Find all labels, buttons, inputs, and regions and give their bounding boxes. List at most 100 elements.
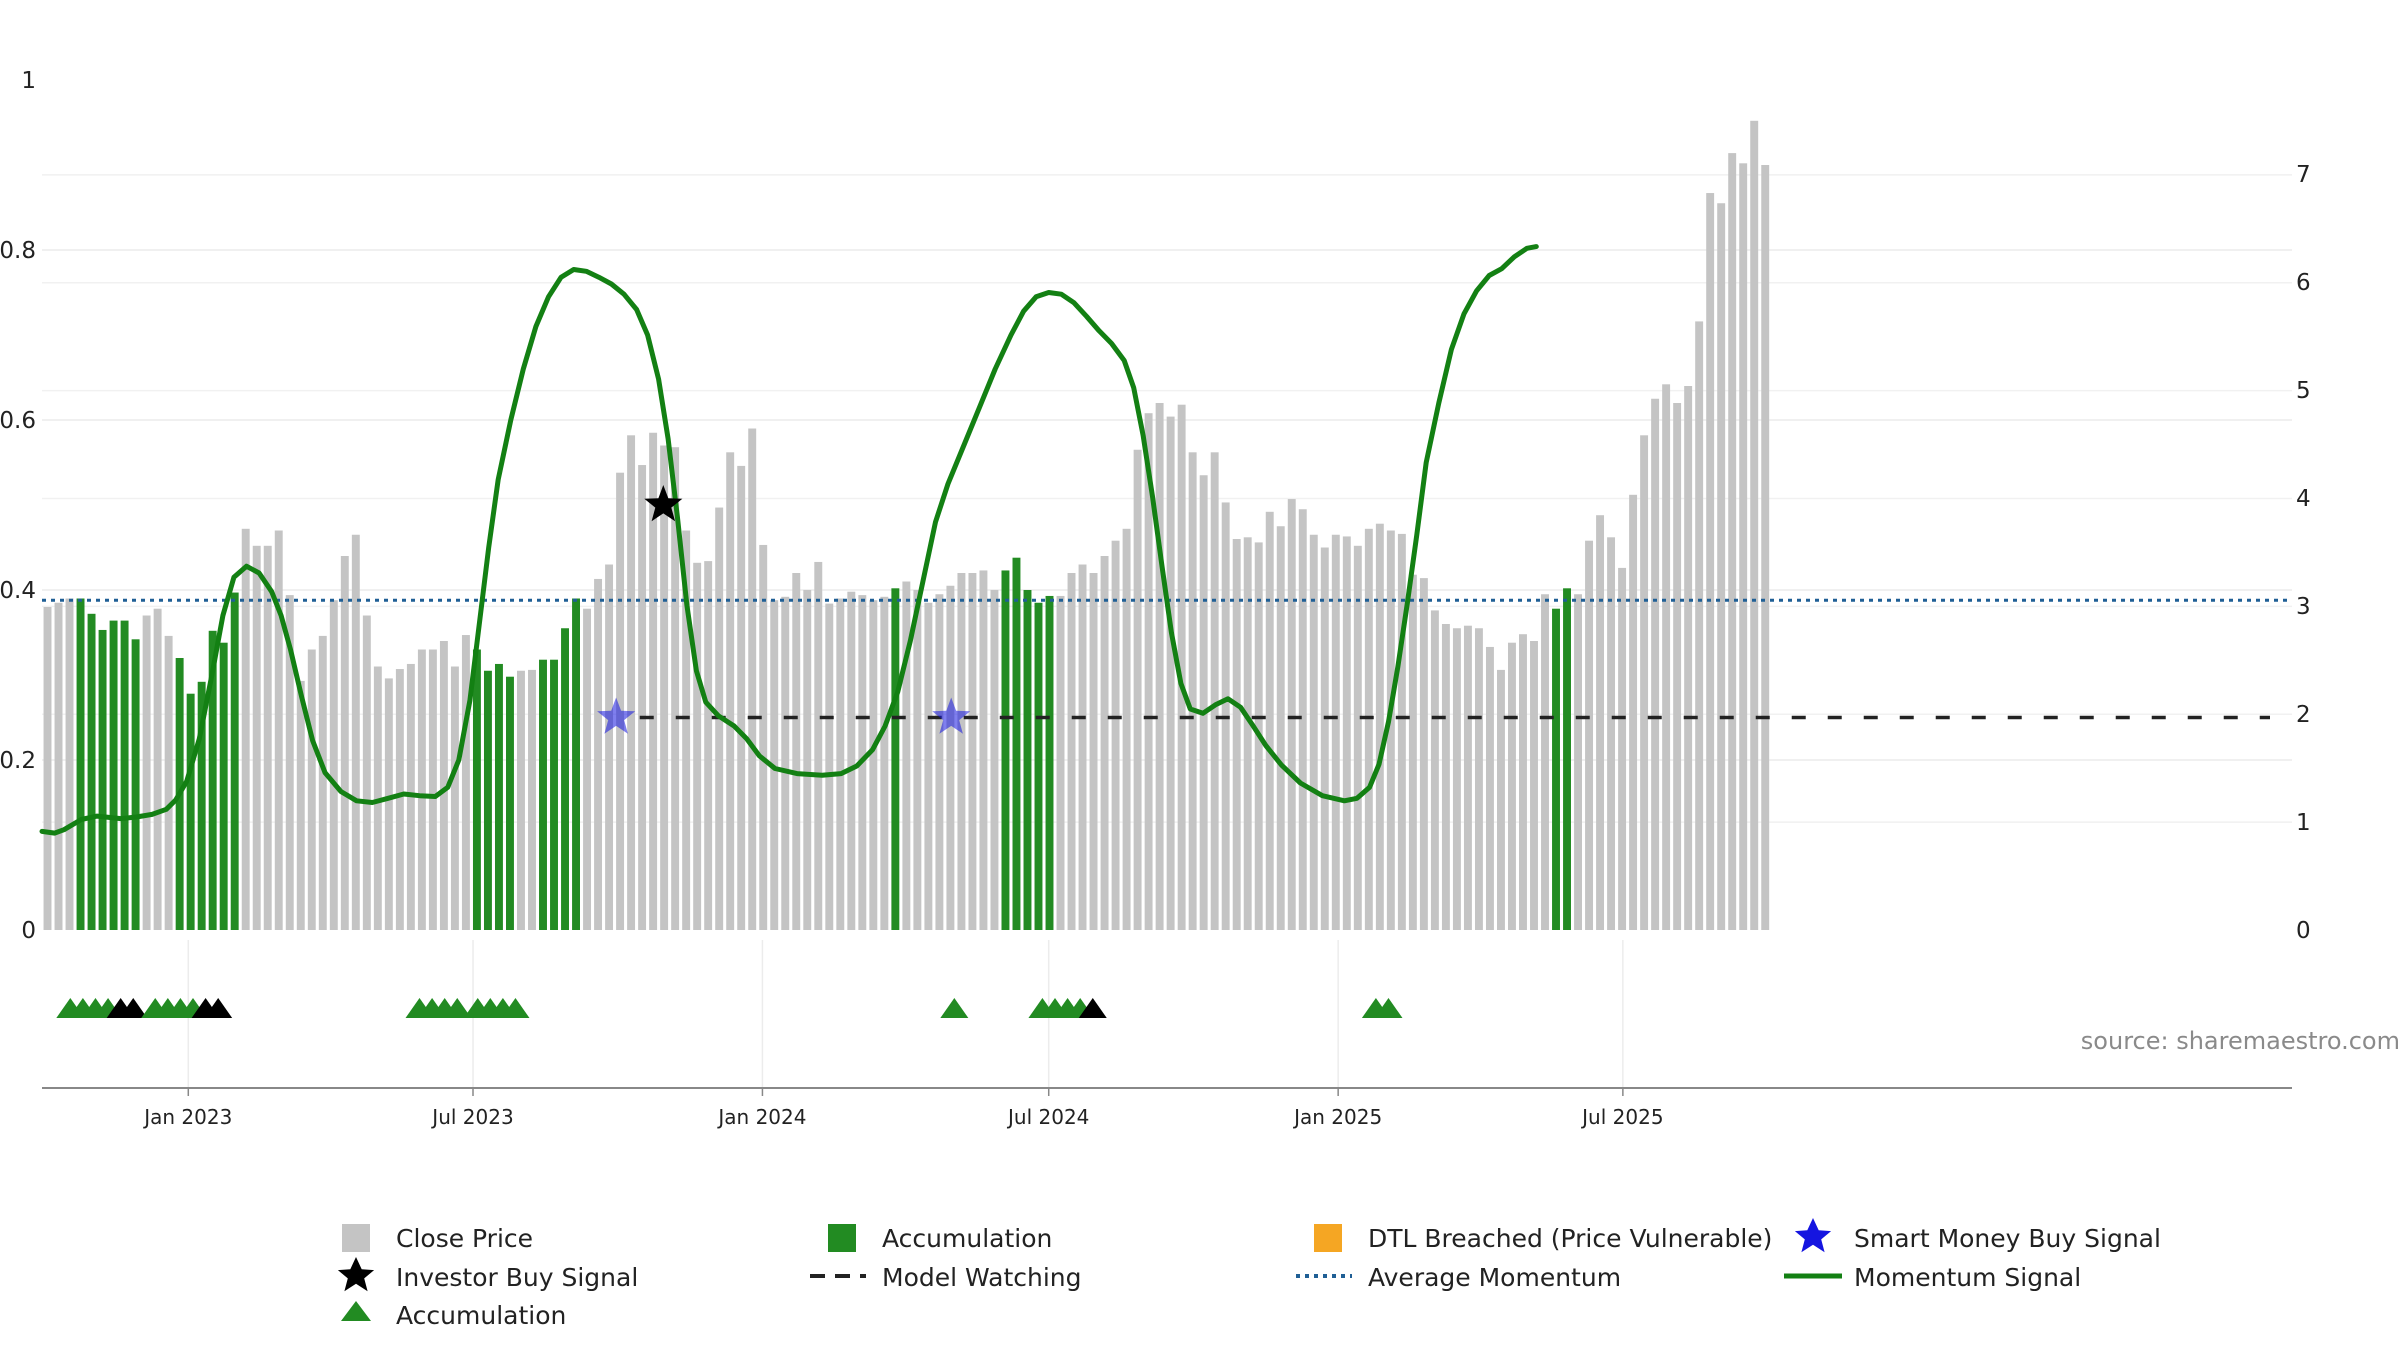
close-price-bar — [869, 600, 878, 930]
close-price-bar — [263, 545, 272, 930]
close-price-bar — [1210, 452, 1219, 930]
close-price-bar — [1530, 641, 1538, 930]
legend-star-investor — [337, 1257, 375, 1292]
close-price-bar — [1177, 404, 1186, 930]
close-price-bar — [1353, 545, 1362, 930]
close-price-bar — [946, 585, 955, 930]
close-price-bar — [1728, 153, 1737, 931]
close-price-bar — [1651, 398, 1660, 930]
close-price-bar — [1100, 556, 1109, 930]
accumulation-bar — [87, 613, 96, 930]
close-price-bar — [1298, 509, 1307, 930]
accumulation-bar — [186, 693, 195, 930]
accumulation-bar — [76, 598, 85, 930]
legend-swatch-close-price — [342, 1224, 370, 1252]
close-price-bar — [54, 602, 63, 930]
accumulation-bar — [483, 670, 492, 930]
close-price-bar — [329, 600, 338, 930]
close-price-bar — [517, 670, 525, 930]
left-tick-label: 0 — [21, 918, 36, 944]
close-price-bar — [1485, 646, 1494, 930]
close-price-bar — [1706, 193, 1715, 931]
smart-money-buy-star — [597, 697, 636, 734]
left-tick-label: 0.2 — [0, 748, 36, 774]
close-price-bar — [1364, 528, 1373, 930]
accumulation-bar — [1023, 590, 1032, 930]
legend-label: DTL Breached (Price Vulnerable) — [1368, 1224, 1772, 1253]
momentum-signal-line — [39, 244, 1539, 836]
close-price-bar — [1287, 499, 1296, 930]
accumulation-bar — [208, 630, 217, 930]
close-price-bar — [1463, 625, 1472, 930]
close-price-bar — [990, 590, 999, 930]
accumulation-bar — [1012, 557, 1021, 930]
close-price-bar — [241, 528, 250, 930]
close-price-bar — [1199, 475, 1208, 930]
close-price-bar — [1519, 634, 1527, 930]
accumulation-bar — [230, 592, 239, 930]
lines — [39, 244, 2292, 836]
close-price-bar — [439, 641, 448, 930]
smart-money-buy-star — [932, 697, 971, 734]
close-price-bar — [660, 445, 669, 930]
close-price-bar — [1342, 536, 1351, 930]
close-price-bar — [1243, 537, 1252, 930]
close-price-bar — [362, 615, 371, 930]
close-price-bar — [968, 573, 977, 930]
close-price-bar — [1067, 573, 1076, 930]
close-price-bar — [814, 561, 823, 930]
left-axis: 0 0.2 0.4 0.6 0.8 1 — [0, 68, 36, 944]
legend-label: Model Watching — [882, 1263, 1082, 1292]
close-price-bar — [1607, 537, 1616, 930]
close-price-bar — [682, 530, 691, 930]
close-price-bar — [880, 596, 889, 930]
close-price-bar — [1618, 567, 1627, 930]
legend-triangle-accumulation — [341, 1301, 371, 1321]
close-price-bar — [1166, 416, 1175, 931]
right-tick-label: 1 — [2296, 810, 2311, 836]
legend-label: Accumulation — [882, 1224, 1052, 1253]
close-price-bar — [450, 666, 459, 930]
close-price-bar — [1331, 534, 1340, 930]
accumulation-bar — [1001, 570, 1010, 930]
accumulation-bar — [131, 639, 140, 930]
close-price-bar — [726, 452, 735, 930]
accumulation-bar — [1034, 602, 1043, 930]
close-price-bars — [43, 120, 1770, 931]
close-price-bar — [1574, 594, 1582, 930]
close-price-bar — [935, 594, 944, 930]
close-price-bar — [318, 635, 327, 930]
close-price-bar — [913, 590, 922, 930]
close-price-bar — [1188, 452, 1197, 930]
close-price-bar — [1684, 386, 1693, 930]
close-price-bar — [1673, 403, 1682, 930]
accumulation-bar — [197, 681, 206, 930]
close-price-bar — [1265, 511, 1274, 930]
accumulation-marker — [443, 998, 472, 1018]
close-price-bar — [957, 573, 966, 930]
close-price-bar — [307, 649, 316, 930]
close-price-bar — [1695, 321, 1704, 930]
close-price-bar — [153, 608, 162, 930]
close-price-bar — [1144, 413, 1153, 930]
close-price-bar — [1320, 547, 1329, 930]
accumulation-bar — [219, 642, 228, 930]
legend-label: Close Price — [396, 1224, 533, 1253]
right-axis: 0 1 2 3 4 5 6 7 — [2296, 162, 2311, 944]
close-price-bar — [759, 544, 768, 930]
close-price-bar — [340, 556, 349, 930]
close-price-bar — [252, 545, 261, 930]
left-tick-label: 0.6 — [0, 408, 36, 434]
close-price-bar — [704, 561, 713, 930]
close-price-bar — [671, 447, 680, 930]
close-price-bar — [781, 596, 790, 930]
close-price-bar — [1596, 515, 1605, 930]
close-price-bar — [693, 562, 702, 930]
close-price-bar — [836, 598, 845, 930]
close-price-bar — [1133, 449, 1142, 930]
close-price-bar — [1111, 540, 1120, 930]
investor-buy-star — [644, 485, 683, 522]
accumulation-bar — [120, 620, 129, 930]
close-price-bar — [1309, 534, 1318, 930]
x-tick-label: Jan 2024 — [716, 1105, 806, 1129]
